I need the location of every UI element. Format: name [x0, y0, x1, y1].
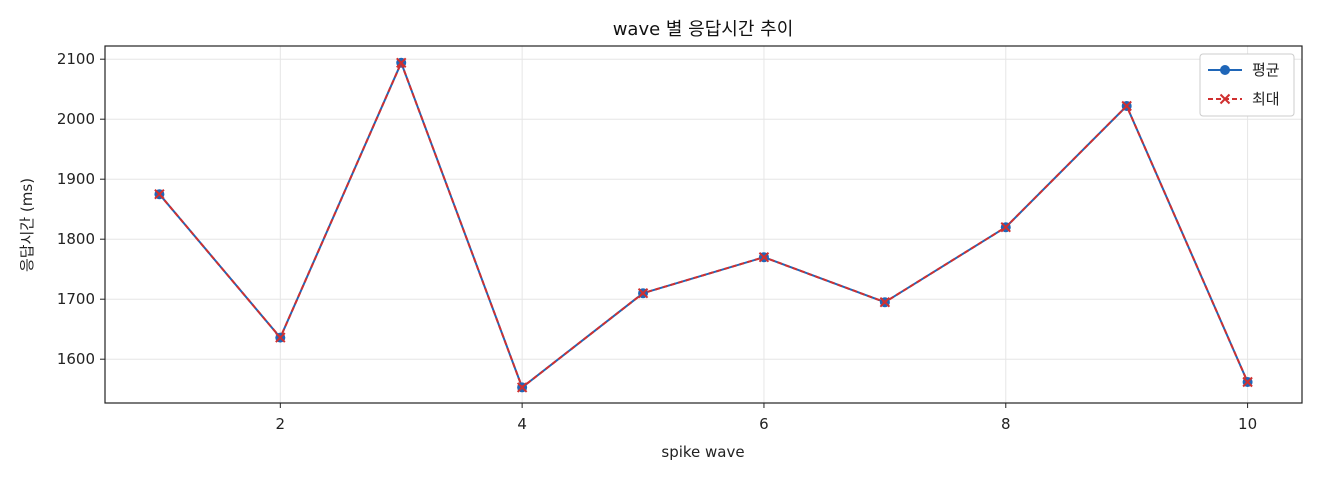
chart-title: wave 별 응답시간 추이: [613, 19, 794, 40]
legend-marker-avg: [1220, 65, 1230, 75]
x-tick-label: 8: [1001, 415, 1011, 433]
x-tick-label: 4: [517, 415, 527, 433]
y-tick-label: 1800: [57, 230, 95, 248]
data-point-stroke: [1121, 100, 1132, 112]
legend-label-max: 최대: [1252, 90, 1280, 108]
data-point: [1242, 376, 1253, 388]
y-tick-label: 1900: [57, 170, 95, 188]
y-tick-label: 1700: [57, 290, 95, 308]
data-point-stroke: [396, 57, 407, 69]
series-line: [158, 61, 1249, 389]
x-axis: 2 4 6 8 10: [276, 403, 1257, 433]
data-point: [1121, 100, 1132, 112]
data-point-stroke: [758, 251, 770, 263]
data-point: [879, 296, 891, 308]
data-point: [637, 287, 649, 299]
data-point: [275, 332, 286, 343]
legend-label-avg: 평균: [1252, 61, 1280, 79]
data-point-stroke: [1242, 376, 1253, 388]
y-tick-label: 1600: [57, 350, 95, 368]
legend-box: [1199, 53, 1295, 117]
plot-frame: [104, 45, 1303, 404]
data-point: [758, 251, 770, 263]
data-point-stroke: [637, 287, 649, 299]
y-tick-label: 2100: [57, 50, 95, 68]
data-point: [516, 382, 528, 393]
series-line: [158, 61, 1249, 389]
data-point-stroke: [1000, 221, 1011, 233]
legend: 평균 최대: [1199, 53, 1295, 117]
data-point: [396, 57, 407, 69]
x-tick-label: 6: [759, 415, 769, 433]
data-point-stroke: [516, 382, 528, 393]
series-2: [154, 57, 1253, 393]
y-axis-title: 응답시간 (ms): [18, 178, 36, 272]
series-1: [154, 57, 1253, 393]
data-point-stroke: [879, 296, 891, 308]
x-tick-label: 10: [1238, 415, 1257, 433]
x-axis-title: spike wave: [661, 443, 744, 461]
data-point: [1000, 221, 1011, 233]
y-axis: 1600 1700 1800 1900 2000 2100: [57, 50, 105, 368]
series-layer: [154, 57, 1253, 393]
x-tick-label: 2: [276, 415, 286, 433]
y-tick-label: 2000: [57, 110, 95, 128]
legend-marker-max: [1219, 93, 1231, 105]
data-point-stroke: [154, 188, 165, 200]
data-point-stroke: [275, 332, 286, 343]
grid-lines: [105, 46, 1302, 403]
data-point: [154, 188, 165, 200]
